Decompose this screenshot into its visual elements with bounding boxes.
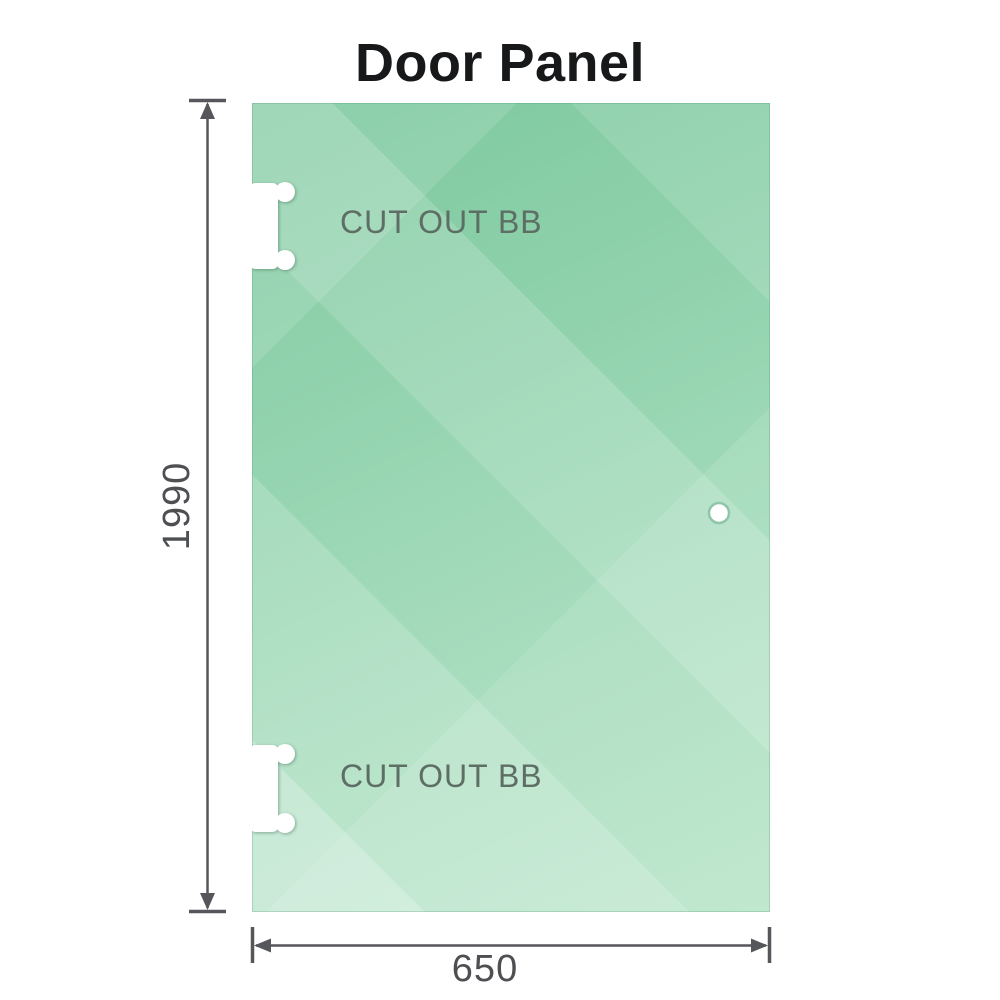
hinge-cutout-bottom-icon xyxy=(252,744,295,833)
page-title: Door Panel xyxy=(354,33,646,93)
arrowhead-left-icon xyxy=(254,938,271,953)
cutout-top-label: CUT OUT BB xyxy=(340,204,543,240)
handle-hole-icon xyxy=(707,501,731,525)
cutout-bottom-label: CUT OUT BB xyxy=(340,758,543,794)
hinge-cutout-top-icon xyxy=(252,182,295,270)
arrowhead-up-icon xyxy=(200,102,215,119)
width-dimension-line xyxy=(250,927,772,963)
panel-features xyxy=(252,182,731,833)
arrowhead-down-icon xyxy=(200,893,215,910)
arrowhead-right-icon xyxy=(751,938,768,953)
height-dimension-label: 1990 xyxy=(155,461,198,551)
height-dimension-line xyxy=(189,98,226,914)
width-dimension-label: 650 xyxy=(451,947,519,990)
glass-panel xyxy=(252,103,770,912)
